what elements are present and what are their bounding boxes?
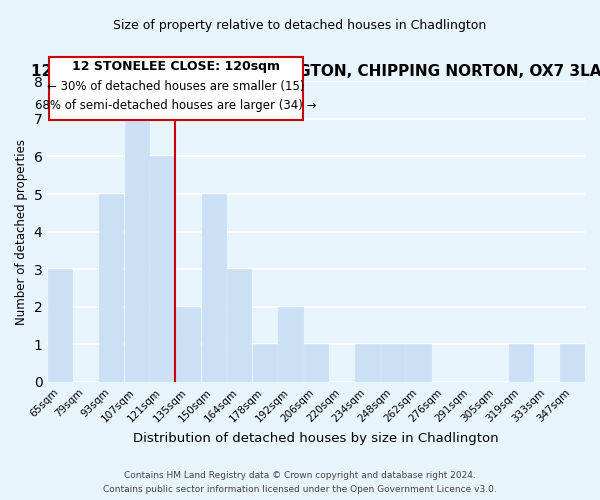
Bar [176,307,200,382]
Text: 12 STONELEE CLOSE: 120sqm: 12 STONELEE CLOSE: 120sqm [72,60,280,73]
Text: Size of property relative to detached houses in Chadlington: Size of property relative to detached ho… [113,20,487,32]
Bar [278,307,303,382]
FancyBboxPatch shape [49,57,304,120]
Bar [560,344,584,382]
Y-axis label: Number of detached properties: Number of detached properties [15,138,28,324]
X-axis label: Distribution of detached houses by size in Chadlington: Distribution of detached houses by size … [133,432,499,445]
Text: ← 30% of detached houses are smaller (15): ← 30% of detached houses are smaller (15… [47,80,305,93]
Bar [202,194,226,382]
Bar [381,344,405,382]
Bar [227,269,251,382]
Bar [406,344,431,382]
Bar [125,119,149,382]
Text: Contains HM Land Registry data © Crown copyright and database right 2024.
Contai: Contains HM Land Registry data © Crown c… [103,472,497,494]
Bar [99,194,124,382]
Bar [304,344,328,382]
Bar [355,344,380,382]
Bar [509,344,533,382]
Bar [151,156,175,382]
Bar [253,344,277,382]
Text: 68% of semi-detached houses are larger (34) →: 68% of semi-detached houses are larger (… [35,99,317,112]
Bar [48,269,72,382]
Title: 12, STONELEE CLOSE, CHADLINGTON, CHIPPING NORTON, OX7 3LA: 12, STONELEE CLOSE, CHADLINGTON, CHIPPIN… [31,64,600,78]
